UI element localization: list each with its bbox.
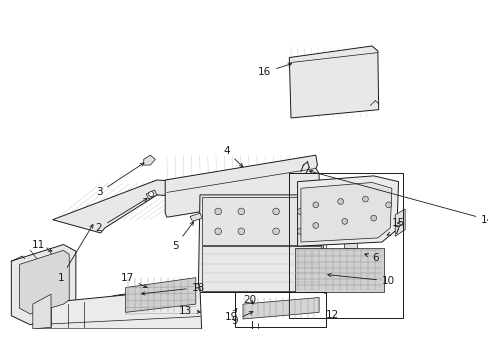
Circle shape [362, 196, 367, 202]
Circle shape [238, 208, 244, 215]
Text: 11: 11 [32, 239, 52, 251]
Circle shape [148, 192, 153, 197]
Circle shape [214, 208, 221, 215]
Polygon shape [190, 213, 202, 221]
Text: 20: 20 [243, 295, 256, 305]
Circle shape [272, 208, 279, 215]
Circle shape [370, 215, 376, 221]
Circle shape [272, 228, 279, 235]
Text: 14: 14 [309, 170, 488, 225]
Polygon shape [11, 244, 76, 325]
Polygon shape [343, 251, 356, 261]
Circle shape [312, 202, 318, 208]
Text: 8: 8 [0, 359, 1, 360]
Text: 3: 3 [96, 163, 143, 197]
Text: 15: 15 [391, 218, 405, 228]
Text: 18: 18 [142, 283, 204, 295]
Polygon shape [53, 180, 214, 233]
Text: 10: 10 [327, 273, 394, 286]
Polygon shape [113, 283, 200, 302]
Polygon shape [33, 294, 51, 329]
Circle shape [214, 228, 221, 235]
Text: 9: 9 [231, 311, 252, 326]
Text: 16: 16 [257, 63, 291, 77]
Polygon shape [165, 155, 319, 217]
Text: 7: 7 [386, 226, 399, 236]
Polygon shape [343, 238, 356, 248]
Circle shape [312, 222, 318, 228]
Polygon shape [201, 246, 320, 291]
Polygon shape [125, 278, 195, 312]
Polygon shape [294, 248, 383, 292]
Polygon shape [146, 190, 157, 199]
Circle shape [297, 208, 304, 215]
Circle shape [341, 219, 347, 224]
Text: 4: 4 [223, 146, 242, 167]
Bar [234, 292, 325, 327]
Text: 6: 6 [364, 253, 378, 263]
Polygon shape [253, 304, 267, 315]
Text: 19: 19 [224, 309, 238, 321]
Text: 17: 17 [120, 273, 147, 288]
Polygon shape [201, 197, 320, 244]
Polygon shape [243, 297, 319, 319]
Circle shape [337, 199, 343, 204]
Text: 1: 1 [58, 225, 93, 283]
Polygon shape [20, 250, 69, 314]
Text: 12: 12 [325, 310, 338, 320]
Circle shape [385, 202, 391, 208]
Polygon shape [198, 195, 324, 293]
Polygon shape [33, 288, 201, 329]
Text: 2: 2 [96, 198, 147, 233]
Bar [289, 174, 403, 318]
Circle shape [238, 228, 244, 235]
Text: 5: 5 [171, 222, 193, 251]
Polygon shape [300, 183, 391, 242]
Text: 13: 13 [178, 306, 200, 316]
Polygon shape [297, 176, 398, 246]
Circle shape [297, 228, 304, 235]
Polygon shape [289, 46, 378, 118]
Polygon shape [143, 155, 155, 165]
Polygon shape [394, 209, 405, 236]
